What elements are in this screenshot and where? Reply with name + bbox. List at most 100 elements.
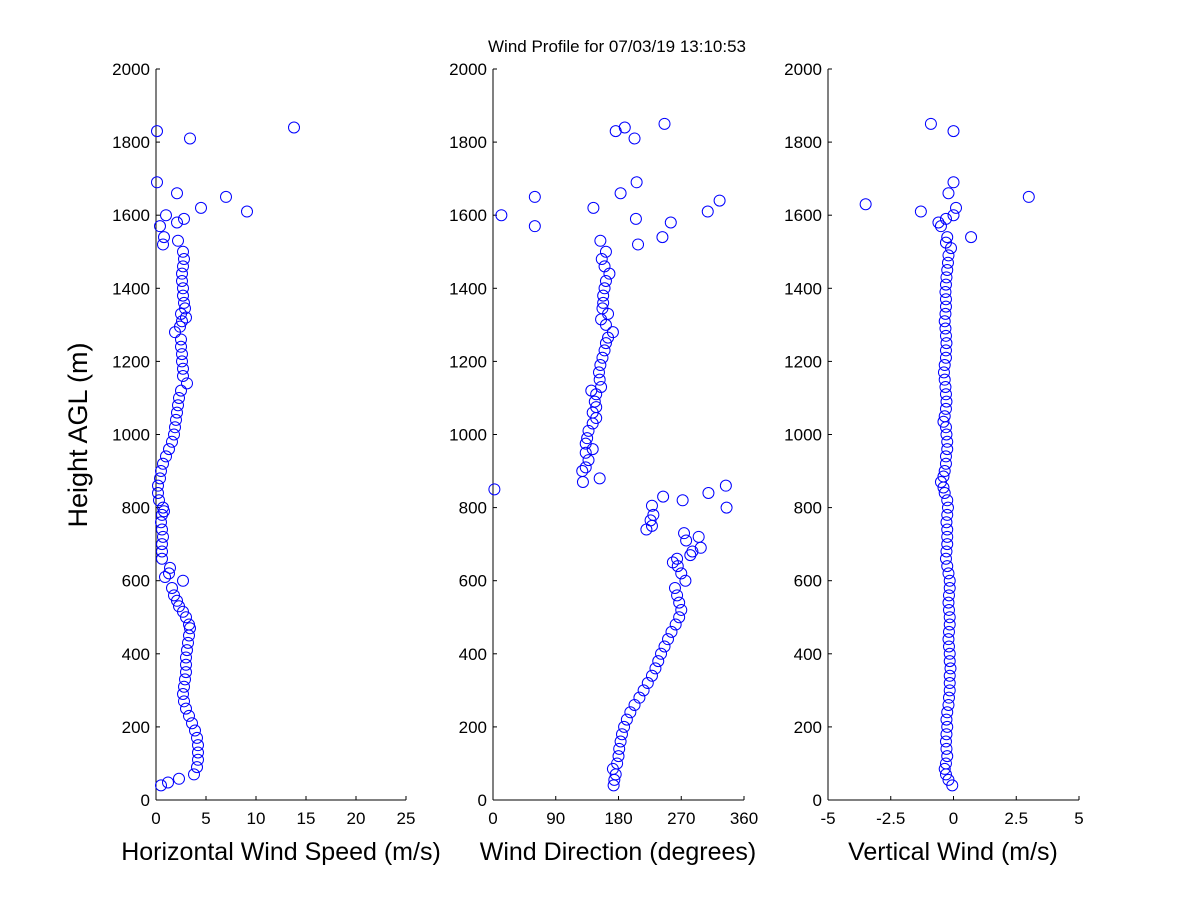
horizontal-wind-speed-data-point <box>176 355 188 368</box>
wind-direction-data-point <box>615 728 628 741</box>
horizontal-wind-speed-data-point <box>172 234 184 247</box>
wind-direction-data-point <box>597 289 610 302</box>
wind-direction-data-point <box>579 437 592 450</box>
vertical-wind-data-point <box>941 523 954 536</box>
x-axis-label-vertical-wind: Vertical Wind (m/s) <box>848 838 1058 866</box>
horizontal-wind-speed-data-point <box>175 333 187 346</box>
wind-direction-data-point <box>579 446 592 459</box>
vertical-wind-y-tick-label: 2000 <box>784 60 822 79</box>
horizontal-wind-speed-data-point <box>177 574 189 587</box>
horizontal-wind-speed-data-point <box>177 282 189 295</box>
wind-direction-x-tick-label: 360 <box>730 809 758 828</box>
wind-direction-y-tick-label: 1200 <box>449 352 487 371</box>
wind-direction-data-point <box>579 461 592 474</box>
horizontal-wind-speed-data-point <box>156 523 168 536</box>
vertical-wind-data-point <box>947 125 960 138</box>
horizontal-wind-speed-data-point <box>192 746 204 759</box>
horizontal-wind-speed-x-tick-label: 0 <box>151 809 160 828</box>
vertical-wind-data-point <box>943 574 956 587</box>
vertical-wind-data-point <box>939 307 952 320</box>
vertical-wind-y-tick-label: 1000 <box>784 426 822 445</box>
vertical-wind-y-tick-label: 1200 <box>784 352 822 371</box>
horizontal-wind-speed-data-point <box>173 600 185 613</box>
horizontal-wind-speed-data-point <box>178 253 190 266</box>
vertical-wind-data-point <box>939 388 952 401</box>
vertical-wind-data-point <box>942 691 955 704</box>
vertical-wind-data-point <box>859 198 872 211</box>
vertical-wind-data-point <box>943 684 956 697</box>
vertical-wind-data-point <box>940 337 953 350</box>
horizontal-wind-speed-data-point <box>180 702 192 715</box>
wind-direction-data-point <box>630 176 643 189</box>
horizontal-wind-speed-data-point <box>152 486 164 499</box>
horizontal-wind-speed-data-point <box>241 205 253 218</box>
horizontal-wind-speed-data-point <box>163 567 175 580</box>
horizontal-wind-speed-data-point <box>156 552 168 565</box>
vertical-wind-y-tick-label: 1600 <box>784 206 822 225</box>
wind-direction-data-point <box>675 567 688 580</box>
vertical-wind-data-point <box>940 271 953 284</box>
horizontal-wind-speed-data-point <box>179 673 191 686</box>
wind-direction-data-point <box>671 552 684 565</box>
vertical-wind-data-point <box>944 662 957 675</box>
horizontal-wind-speed-data-point <box>178 680 190 693</box>
wind-direction-data-point <box>592 366 605 379</box>
horizontal-wind-speed-data-point <box>191 761 203 774</box>
vertical-wind-data-point <box>940 545 953 558</box>
horizontal-wind-speed-data-point <box>160 450 172 463</box>
vertical-wind-data-point <box>941 720 954 733</box>
vertical-wind-data-point <box>941 706 954 719</box>
wind-direction-data-point <box>656 231 669 244</box>
horizontal-wind-speed-data-point <box>171 187 183 200</box>
wind-direction-data-point <box>495 209 508 222</box>
wind-direction-data-point <box>713 194 726 207</box>
horizontal-wind-speed-data-point <box>176 315 188 328</box>
horizontal-wind-speed-data-point <box>170 413 182 426</box>
vertical-wind-data-point <box>939 278 952 291</box>
wind-direction-data-point <box>618 121 631 134</box>
wind-direction-data-point <box>581 432 594 445</box>
wind-direction-data-point <box>590 401 603 414</box>
vertical-wind-data-point <box>1022 190 1035 203</box>
wind-direction-x-tick-label: 270 <box>667 809 695 828</box>
vertical-wind-data-point <box>939 322 952 335</box>
horizontal-wind-speed-data-point <box>177 260 189 273</box>
wind-direction-data-point <box>629 212 642 225</box>
vertical-wind-data-point <box>965 231 978 244</box>
wind-direction-data-point <box>647 508 660 521</box>
wind-direction-data-point <box>599 337 612 350</box>
wind-direction-data-point <box>582 454 595 467</box>
vertical-wind-data-point <box>943 582 956 595</box>
vertical-wind-data-point <box>940 742 953 755</box>
vertical-wind-data-point <box>939 450 952 463</box>
wind-direction-y-tick-label: 1000 <box>449 426 487 445</box>
wind-direction-data-point <box>593 373 606 386</box>
vertical-wind-y-tick-label: 200 <box>794 718 822 737</box>
vertical-wind-y-tick-label: 600 <box>794 572 822 591</box>
vertical-wind-data-point <box>941 538 954 551</box>
vertical-wind-data-point <box>939 329 952 342</box>
wind-direction-data-point <box>597 296 610 309</box>
vertical-wind-x-tick-label: -2.5 <box>876 809 905 828</box>
vertical-wind-data-point <box>941 256 954 269</box>
wind-direction-data-point <box>596 351 609 364</box>
horizontal-wind-speed-y-tick-label: 800 <box>122 499 150 518</box>
vertical-wind-data-point <box>942 187 955 200</box>
vertical-wind-data-point <box>947 176 960 189</box>
vertical-wind-data-point <box>941 494 954 507</box>
y-axis-label: Height AGL (m) <box>63 342 93 527</box>
vertical-wind-data-point <box>941 264 954 277</box>
vertical-wind-y-tick-label: 1400 <box>784 279 822 298</box>
horizontal-wind-speed-data-point <box>154 472 166 485</box>
wind-direction-data-point <box>720 501 733 514</box>
horizontal-wind-speed-data-point <box>178 296 190 309</box>
vertical-wind-y-tick-label: 0 <box>813 791 822 810</box>
horizontal-wind-speed-data-point <box>175 340 187 353</box>
horizontal-wind-speed-data-point <box>174 320 186 333</box>
wind-direction-y-tick-label: 200 <box>459 718 487 737</box>
vertical-wind-data-point <box>942 249 955 262</box>
vertical-wind-data-point <box>939 212 952 225</box>
wind-direction-data-point <box>673 596 686 609</box>
vertical-wind-data-point <box>939 293 952 306</box>
wind-direction-data-point <box>598 282 611 295</box>
